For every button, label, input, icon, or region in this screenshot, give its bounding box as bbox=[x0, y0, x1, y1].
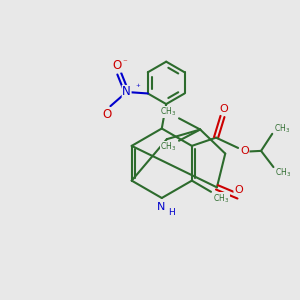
Text: CH$_3$: CH$_3$ bbox=[160, 141, 177, 153]
Text: O: O bbox=[103, 108, 112, 121]
Text: O: O bbox=[220, 104, 228, 114]
Text: CH$_3$: CH$_3$ bbox=[160, 106, 177, 118]
Text: O: O bbox=[240, 146, 249, 156]
Text: ⁺: ⁺ bbox=[135, 83, 140, 92]
Text: O: O bbox=[112, 59, 122, 72]
Text: CH$_3$: CH$_3$ bbox=[274, 122, 290, 135]
Text: CH$_3$: CH$_3$ bbox=[213, 192, 230, 205]
Text: N: N bbox=[122, 85, 131, 98]
Text: H: H bbox=[168, 208, 175, 217]
Text: O: O bbox=[234, 185, 243, 195]
Text: N: N bbox=[157, 202, 165, 212]
Text: ⁻: ⁻ bbox=[122, 58, 127, 67]
Text: CH$_3$: CH$_3$ bbox=[275, 166, 291, 178]
